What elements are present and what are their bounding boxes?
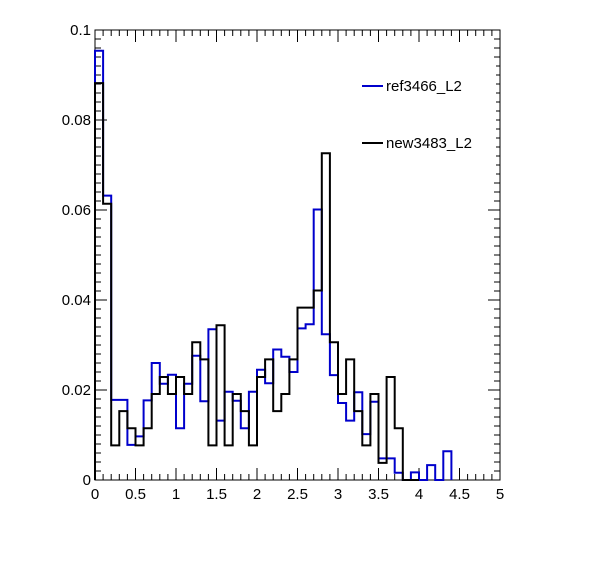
- x-tick-label: 4.5: [449, 486, 470, 503]
- y-tick-label: 0: [83, 472, 91, 489]
- x-axis-ticks: 0 0.5 1 1.5 2 2.5 3 3.5 4 4.5 5: [91, 30, 504, 503]
- x-tick-label: 3: [334, 486, 342, 503]
- y-tick-label: 0.04: [62, 292, 91, 309]
- series-layer: [94, 49, 453, 481]
- x-tick-label: 5: [496, 486, 504, 503]
- x-tick-label: 0: [91, 486, 99, 503]
- x-tick-label: 4: [415, 486, 423, 503]
- x-tick-label: 3.5: [368, 486, 389, 503]
- x-tick-label: 2.5: [287, 486, 308, 503]
- y-tick-label: 0.1: [70, 22, 91, 39]
- legend: ref3466_L2 new3483_L2: [358, 60, 496, 175]
- legend-label: ref3466_L2: [386, 78, 462, 95]
- x-tick-label: 1.5: [206, 486, 227, 503]
- y-tick-label: 0.08: [62, 112, 91, 129]
- x-tick-label: 0.5: [125, 486, 146, 503]
- series-new3483_L2-line: [94, 82, 419, 481]
- x-tick-label: 2: [253, 486, 261, 503]
- y-tick-label: 0.06: [62, 202, 91, 219]
- y-tick-label: 0.02: [62, 382, 91, 399]
- legend-box: [358, 60, 496, 175]
- legend-label: new3483_L2: [386, 135, 472, 152]
- x-tick-label: 1: [172, 486, 180, 503]
